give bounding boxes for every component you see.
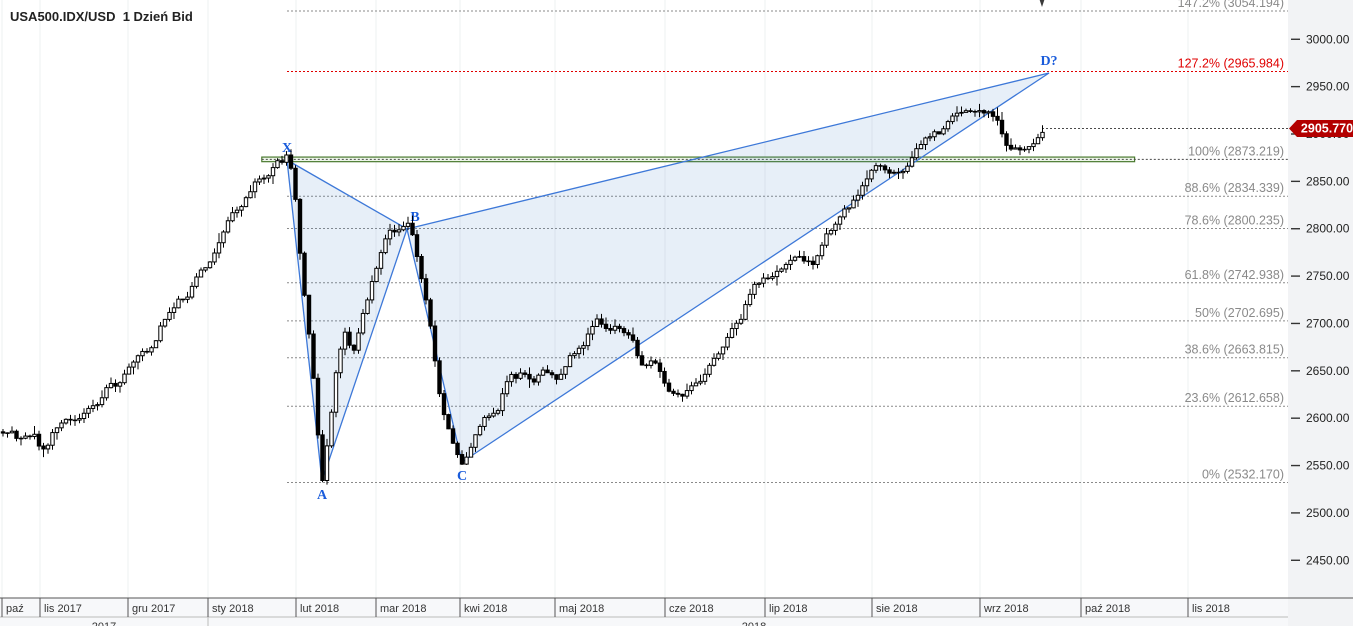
svg-text:100% (2873.219): 100% (2873.219) [1188, 144, 1284, 158]
svg-text:lut 2018: lut 2018 [300, 603, 339, 615]
svg-text:2950.00: 2950.00 [1306, 80, 1350, 94]
svg-text:2600.00: 2600.00 [1306, 411, 1350, 425]
svg-text:2750.00: 2750.00 [1306, 269, 1350, 283]
svg-text:paź 2018: paź 2018 [1085, 603, 1130, 615]
svg-text:38.6% (2663.815): 38.6% (2663.815) [1185, 343, 1284, 357]
svg-text:sie 2018: sie 2018 [876, 603, 918, 615]
svg-text:2700.00: 2700.00 [1306, 316, 1350, 330]
svg-text:2450.00: 2450.00 [1306, 553, 1350, 567]
svg-text:mar 2018: mar 2018 [380, 603, 426, 615]
svg-text:2017: 2017 [92, 621, 116, 626]
svg-text:C: C [457, 469, 467, 484]
svg-text:kwi 2018: kwi 2018 [464, 603, 507, 615]
svg-text:3000.00: 3000.00 [1306, 32, 1350, 46]
svg-text:2850.00: 2850.00 [1306, 174, 1350, 188]
svg-text:0% (2532.170): 0% (2532.170) [1202, 467, 1284, 481]
svg-text:2800.00: 2800.00 [1306, 222, 1350, 236]
svg-text:23.6% (2612.658): 23.6% (2612.658) [1185, 391, 1284, 405]
svg-text:paź: paź [6, 603, 24, 615]
svg-text:A: A [317, 488, 328, 503]
svg-text:lip 2018: lip 2018 [769, 603, 808, 615]
svg-text:147.2% (3054.194): 147.2% (3054.194) [1178, 0, 1284, 10]
svg-text:127.2% (2965.984): 127.2% (2965.984) [1178, 56, 1284, 70]
svg-text:D?: D? [1040, 54, 1057, 69]
svg-text:2018: 2018 [742, 621, 766, 626]
svg-text:88.6% (2834.339): 88.6% (2834.339) [1185, 181, 1284, 195]
svg-text:wrz 2018: wrz 2018 [983, 603, 1029, 615]
svg-text:gru 2017: gru 2017 [132, 603, 175, 615]
svg-text:lis 2018: lis 2018 [1192, 603, 1230, 615]
svg-text:2905.770: 2905.770 [1301, 122, 1353, 136]
svg-text:61.8% (2742.938): 61.8% (2742.938) [1185, 268, 1284, 282]
svg-text:maj 2018: maj 2018 [559, 603, 604, 615]
svg-text:78.6% (2800.235): 78.6% (2800.235) [1185, 214, 1284, 228]
svg-text:2650.00: 2650.00 [1306, 364, 1350, 378]
svg-text:50% (2702.695): 50% (2702.695) [1195, 306, 1284, 320]
svg-text:2550.00: 2550.00 [1306, 459, 1350, 473]
svg-text:cze 2018: cze 2018 [669, 603, 714, 615]
svg-text:2500.00: 2500.00 [1306, 506, 1350, 520]
svg-text:sty 2018: sty 2018 [212, 603, 254, 615]
svg-text:lis 2017: lis 2017 [44, 603, 82, 615]
